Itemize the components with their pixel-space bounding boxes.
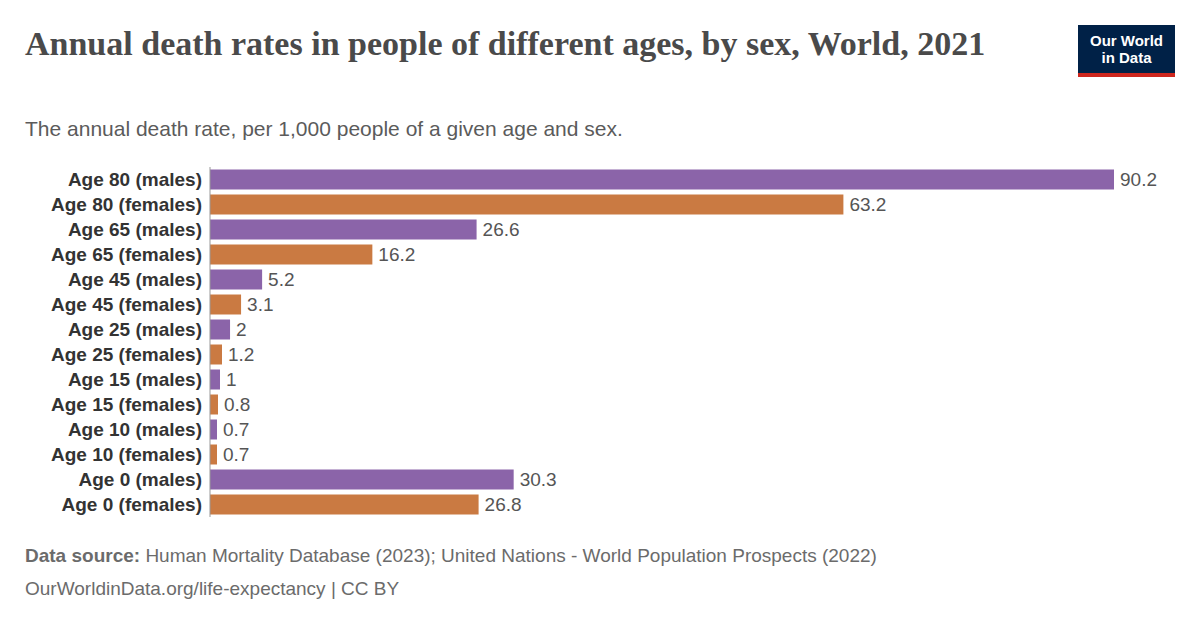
svg-text:1.2: 1.2 — [228, 344, 254, 365]
svg-text:5.2: 5.2 — [268, 269, 294, 290]
svg-text:Age 10 (males): Age 10 (males) — [68, 419, 202, 440]
svg-text:Age 0 (males): Age 0 (males) — [78, 469, 202, 490]
svg-text:Age 25 (females): Age 25 (females) — [51, 344, 202, 365]
svg-text:Age 45 (males): Age 45 (males) — [68, 269, 202, 290]
svg-text:Age 80 (females): Age 80 (females) — [51, 194, 202, 215]
svg-text:2: 2 — [236, 319, 247, 340]
svg-text:Age 45 (females): Age 45 (females) — [51, 294, 202, 315]
svg-text:0.7: 0.7 — [223, 419, 249, 440]
svg-text:16.2: 16.2 — [378, 244, 415, 265]
html-text:The annual death rate, per 1,0: The annual death rate, per 1,000 people … — [25, 117, 623, 140]
svg-text:Age 15 (males): Age 15 (males) — [68, 369, 202, 390]
svg-text:Age 65 (females): Age 65 (females) — [51, 244, 202, 265]
svg-text:30.3: 30.3 — [520, 469, 557, 490]
svg-text:3.1: 3.1 — [247, 294, 273, 315]
svg-text:0.8: 0.8 — [224, 394, 250, 415]
svg-text:26.6: 26.6 — [483, 219, 520, 240]
svg-text:63.2: 63.2 — [849, 194, 886, 215]
svg-text:90.2: 90.2 — [1120, 169, 1157, 190]
svg-text:Age 0 (females): Age 0 (females) — [62, 494, 202, 515]
html-text:in Data: in Data — [1101, 49, 1152, 66]
svg-text:Age 80 (males): Age 80 (males) — [68, 169, 202, 190]
svg-text:0.7: 0.7 — [223, 444, 249, 465]
svg-text:1: 1 — [226, 369, 237, 390]
svg-text:Age 10 (females): Age 10 (females) — [51, 444, 202, 465]
html-text:Annual death rates in people o: Annual death rates in people of differen… — [25, 25, 986, 62]
svg-text:26.8: 26.8 — [485, 494, 522, 515]
html-text:Our World: Our World — [1090, 32, 1163, 49]
html-text:Data source: Human Mortality D: Data source: Human Mortality Database (2… — [25, 545, 877, 566]
html-text:OurWorldinData.org/life-expect: OurWorldinData.org/life-expectancy | CC … — [25, 578, 400, 599]
svg-text:Age 65 (males): Age 65 (males) — [68, 219, 202, 240]
svg-text:Age 25 (males): Age 25 (males) — [68, 319, 202, 340]
svg-text:Age 15 (females): Age 15 (females) — [51, 394, 202, 415]
